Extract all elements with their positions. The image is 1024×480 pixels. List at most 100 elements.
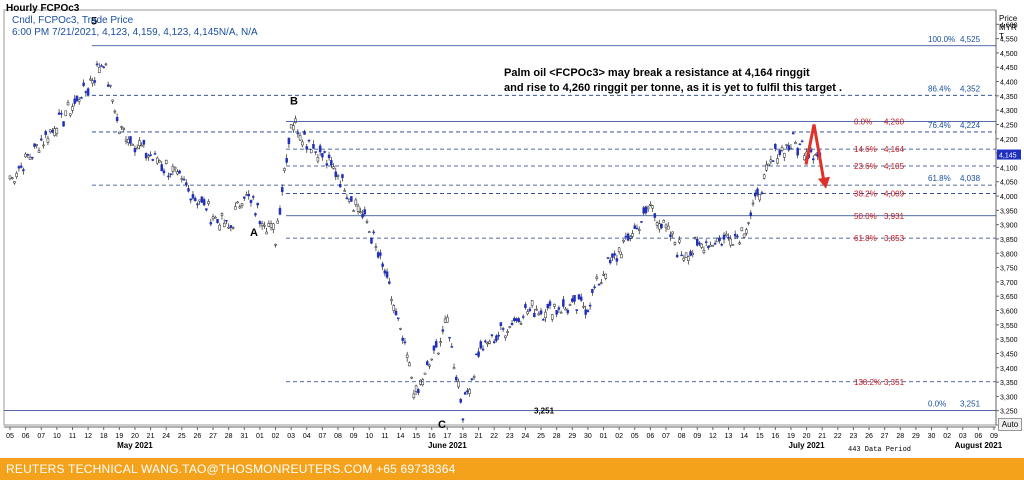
candle-body <box>111 99 114 102</box>
candle-body <box>28 156 32 160</box>
y-tick-label: 3,250 <box>1000 409 1018 416</box>
candle-body <box>240 203 244 206</box>
fib-value-blue: 3,251 <box>960 399 981 408</box>
x-month-label: June 2021 <box>428 441 467 450</box>
candle-body <box>312 143 315 149</box>
x-tick-label: 12 <box>84 433 92 440</box>
x-tick-label: 25 <box>178 433 186 440</box>
candle-body <box>803 155 806 161</box>
candle-body <box>102 66 105 69</box>
x-month-label: August 2021 <box>955 441 1003 450</box>
y-tick-label: 3,550 <box>1000 323 1018 330</box>
y-tick-label: 4,450 <box>1000 65 1018 72</box>
candle-body <box>506 331 509 333</box>
currency-label: MYR <box>999 23 1017 32</box>
x-tick-label: 07 <box>662 433 670 440</box>
candle-body <box>365 221 369 223</box>
low-price-label: 3,251 <box>534 406 555 415</box>
candle-body <box>754 192 757 197</box>
x-tick-label: 29 <box>912 433 920 440</box>
candle-body <box>535 308 538 311</box>
candle-body <box>216 219 219 223</box>
candle-body <box>544 311 547 319</box>
candle-body <box>220 213 224 216</box>
candle-body <box>479 341 483 349</box>
candle-body <box>162 170 166 174</box>
candle-body <box>555 310 558 315</box>
y-tick-label: 3,450 <box>1000 351 1018 358</box>
candle-body <box>82 82 85 86</box>
candle-body <box>417 389 420 393</box>
candle-body <box>626 233 630 241</box>
fib-pct-red: 50.0% <box>854 212 877 221</box>
candle-body <box>671 231 674 235</box>
chart-title: Hourly FCPOc3 <box>6 3 80 14</box>
candle-body <box>629 236 632 239</box>
fib-pct-blue: 61.8% <box>928 174 951 183</box>
candle-body <box>46 137 50 143</box>
candle-body <box>10 177 14 179</box>
y-tick-label: 4,050 <box>1000 180 1018 187</box>
candle-body <box>584 309 587 315</box>
candle-body <box>383 270 387 274</box>
candle-body <box>434 341 438 348</box>
candle-body <box>780 147 784 151</box>
candle-body <box>133 148 137 153</box>
candle-body <box>769 159 773 163</box>
y-tick-label: 3,800 <box>1000 251 1018 258</box>
wave-label: A <box>250 227 258 239</box>
candle-body <box>376 252 380 258</box>
candle-body <box>794 142 797 145</box>
candle-body <box>89 78 92 81</box>
y-tick-label: 3,600 <box>1000 309 1018 316</box>
candle-body <box>709 244 712 247</box>
fib-value-red: 4,009 <box>884 189 905 198</box>
candle-body <box>508 326 512 328</box>
candle-body <box>562 299 565 307</box>
candle-body <box>771 160 775 162</box>
candle-body <box>305 146 309 150</box>
x-tick-label: 14 <box>397 433 405 440</box>
candle-body <box>167 175 170 178</box>
candle-body <box>178 170 181 174</box>
candle-body <box>367 231 371 233</box>
candle-body <box>513 318 516 321</box>
candle-body <box>218 224 221 231</box>
candle-body <box>356 205 360 212</box>
candle-body <box>127 139 130 144</box>
candle-body <box>492 341 496 343</box>
fib-value-blue: 4,038 <box>960 174 981 183</box>
candle-body <box>466 390 469 392</box>
candle-body <box>459 399 462 403</box>
candle-body <box>731 244 735 246</box>
candle-body <box>539 310 543 315</box>
x-tick-label: 06 <box>974 433 982 440</box>
candle-body <box>608 259 612 264</box>
candle-body <box>124 139 128 142</box>
candle-body <box>405 354 409 358</box>
candle-body <box>470 378 474 380</box>
candle-body <box>338 184 342 188</box>
x-tick-label: 15 <box>412 433 420 440</box>
candle-body <box>640 221 643 223</box>
candle-body <box>662 220 666 223</box>
candle-body <box>39 138 43 141</box>
candle-body <box>211 216 215 220</box>
candle-body <box>309 149 313 154</box>
auto-scale-button[interactable]: Auto <box>998 418 1022 431</box>
candle-body <box>180 178 184 180</box>
candle-body <box>33 143 36 147</box>
candle-body <box>798 143 802 146</box>
candle-body <box>276 220 280 224</box>
candle-body <box>301 141 304 146</box>
fib-value-red: 4,260 <box>884 118 905 127</box>
candle-body <box>169 173 172 175</box>
candle-body <box>347 198 351 202</box>
fib-value-blue: 4,224 <box>960 121 981 130</box>
candle-body <box>669 234 672 237</box>
candle-body <box>227 227 230 229</box>
candle-body <box>800 140 804 143</box>
x-tick-label: 06 <box>646 433 654 440</box>
